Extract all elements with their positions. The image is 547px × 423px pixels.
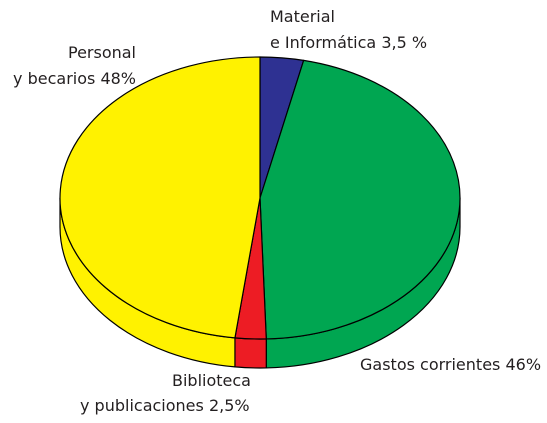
slice-label: y publicaciones 2,5% [80,396,250,415]
slice-label: Gastos corrientes 46% [360,355,541,374]
category-name: Gastos corrientes [360,355,500,374]
value-label: 48% [100,69,136,88]
category-name: Biblioteca [172,371,251,390]
category-name: e Informática [270,33,376,52]
category-name: Personal [68,43,136,62]
slice-label: Biblioteca [172,371,251,390]
slice [59,56,261,339]
category-name: Material [270,7,335,26]
value-label: 3,5 % [381,33,427,52]
value-label: 46% [505,355,541,374]
slice-side [234,337,267,369]
category-name: y becarios [13,69,95,88]
value-label: 2,5% [209,396,250,415]
slice-label: Material [270,7,335,26]
slice-label: Personal [68,43,136,62]
slice [259,59,461,340]
category-name: y publicaciones [80,396,204,415]
slice-label: e Informática 3,5 % [270,33,427,52]
slice-label: y becarios 48% [13,69,136,88]
